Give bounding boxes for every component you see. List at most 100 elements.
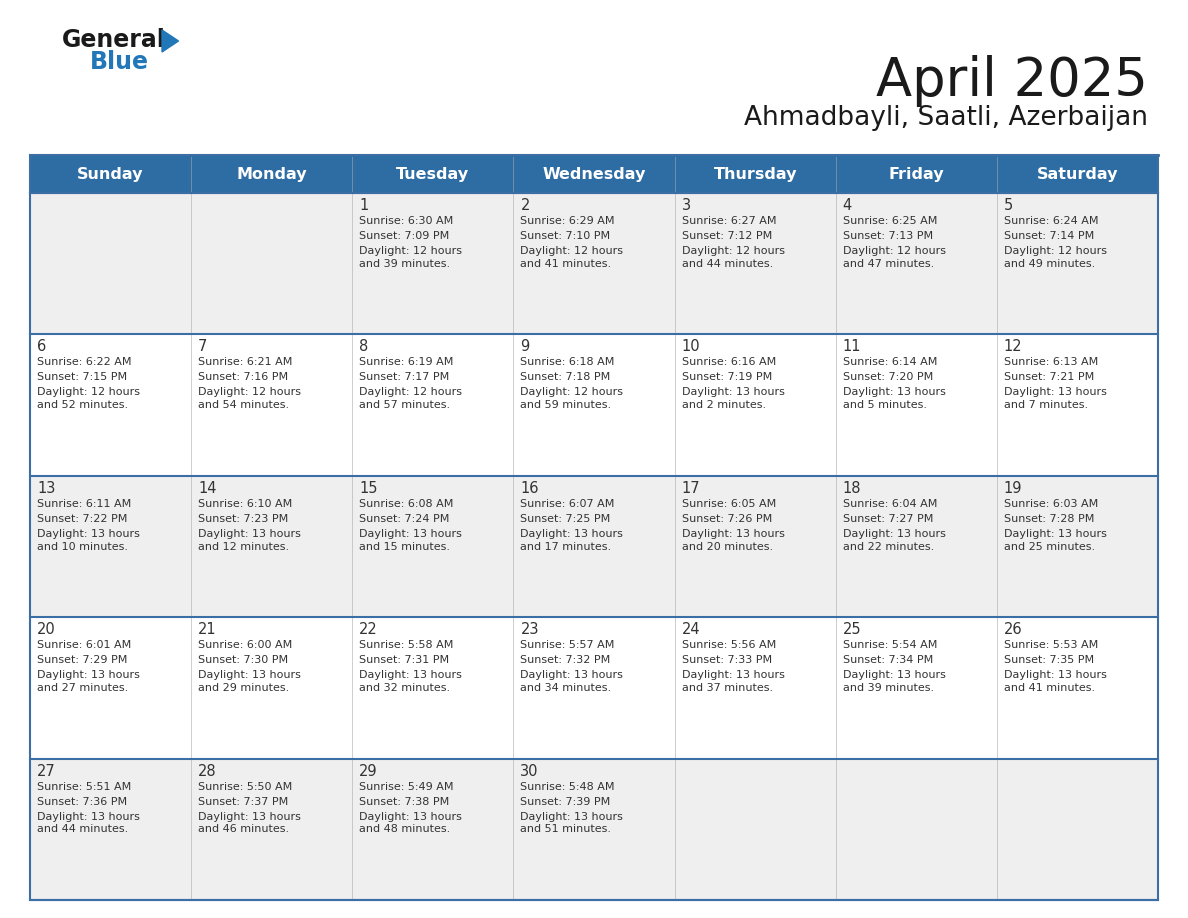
Text: Daylight: 13 hours
and 5 minutes.: Daylight: 13 hours and 5 minutes. [842,387,946,410]
Text: Sunrise: 5:57 AM: Sunrise: 5:57 AM [520,640,615,650]
Text: Sunrise: 6:22 AM: Sunrise: 6:22 AM [37,357,132,367]
Text: Sunset: 7:31 PM: Sunset: 7:31 PM [359,655,449,666]
Text: Daylight: 13 hours
and 39 minutes.: Daylight: 13 hours and 39 minutes. [842,670,946,693]
Text: Sunset: 7:20 PM: Sunset: 7:20 PM [842,373,933,383]
Text: Sunset: 7:17 PM: Sunset: 7:17 PM [359,373,449,383]
Text: Wednesday: Wednesday [542,166,646,182]
Text: Daylight: 13 hours
and 20 minutes.: Daylight: 13 hours and 20 minutes. [682,529,784,552]
Text: 7: 7 [198,340,208,354]
Text: Friday: Friday [889,166,944,182]
Text: Sunset: 7:36 PM: Sunset: 7:36 PM [37,797,127,807]
Text: Sunset: 7:24 PM: Sunset: 7:24 PM [359,514,450,524]
Text: Sunrise: 6:24 AM: Sunrise: 6:24 AM [1004,216,1099,226]
Text: 18: 18 [842,481,861,496]
Text: Sunset: 7:23 PM: Sunset: 7:23 PM [198,514,289,524]
Text: 2: 2 [520,198,530,213]
Text: Daylight: 12 hours
and 52 minutes.: Daylight: 12 hours and 52 minutes. [37,387,140,410]
Bar [30,155,1158,900]
Text: Daylight: 13 hours
and 37 minutes.: Daylight: 13 hours and 37 minutes. [682,670,784,693]
Bar [30,617,1158,758]
Text: Sunrise: 5:48 AM: Sunrise: 5:48 AM [520,781,615,791]
Text: 28: 28 [198,764,216,778]
Text: Tuesday: Tuesday [397,166,469,182]
Text: Sunrise: 6:27 AM: Sunrise: 6:27 AM [682,216,776,226]
Text: 1: 1 [359,198,368,213]
Text: Daylight: 13 hours
and 32 minutes.: Daylight: 13 hours and 32 minutes. [359,670,462,693]
Text: Sunrise: 6:30 AM: Sunrise: 6:30 AM [359,216,454,226]
Text: Sunset: 7:19 PM: Sunset: 7:19 PM [682,373,772,383]
Text: 25: 25 [842,622,861,637]
Bar [30,193,1158,334]
Text: Sunset: 7:37 PM: Sunset: 7:37 PM [198,797,289,807]
Text: Sunrise: 6:04 AM: Sunrise: 6:04 AM [842,498,937,509]
Text: Sunrise: 6:25 AM: Sunrise: 6:25 AM [842,216,937,226]
Text: Sunset: 7:26 PM: Sunset: 7:26 PM [682,514,772,524]
Text: Sunrise: 5:54 AM: Sunrise: 5:54 AM [842,640,937,650]
Text: 22: 22 [359,622,378,637]
Text: Sunrise: 6:07 AM: Sunrise: 6:07 AM [520,498,615,509]
Text: Sunset: 7:28 PM: Sunset: 7:28 PM [1004,514,1094,524]
Text: General: General [62,28,166,52]
Text: Daylight: 12 hours
and 57 minutes.: Daylight: 12 hours and 57 minutes. [359,387,462,410]
Text: Sunrise: 6:13 AM: Sunrise: 6:13 AM [1004,357,1098,367]
Text: Sunrise: 5:56 AM: Sunrise: 5:56 AM [682,640,776,650]
Text: 23: 23 [520,622,539,637]
Text: Ahmadbayli, Saatli, Azerbaijan: Ahmadbayli, Saatli, Azerbaijan [744,105,1148,131]
Text: April 2025: April 2025 [876,55,1148,107]
Text: Sunset: 7:25 PM: Sunset: 7:25 PM [520,514,611,524]
Text: Daylight: 13 hours
and 17 minutes.: Daylight: 13 hours and 17 minutes. [520,529,624,552]
Text: 27: 27 [37,764,56,778]
Text: Daylight: 12 hours
and 44 minutes.: Daylight: 12 hours and 44 minutes. [682,246,784,269]
Text: Sunrise: 6:01 AM: Sunrise: 6:01 AM [37,640,131,650]
Text: 29: 29 [359,764,378,778]
Text: 20: 20 [37,622,56,637]
Text: Sunrise: 5:51 AM: Sunrise: 5:51 AM [37,781,131,791]
Text: Sunrise: 6:03 AM: Sunrise: 6:03 AM [1004,498,1098,509]
Text: Sunset: 7:09 PM: Sunset: 7:09 PM [359,231,449,241]
Text: 13: 13 [37,481,56,496]
Text: Daylight: 12 hours
and 49 minutes.: Daylight: 12 hours and 49 minutes. [1004,246,1107,269]
Text: Sunrise: 6:21 AM: Sunrise: 6:21 AM [198,357,292,367]
Text: Daylight: 13 hours
and 2 minutes.: Daylight: 13 hours and 2 minutes. [682,387,784,410]
Text: Daylight: 13 hours
and 7 minutes.: Daylight: 13 hours and 7 minutes. [1004,387,1107,410]
Text: Saturday: Saturday [1037,166,1118,182]
Text: Sunrise: 6:14 AM: Sunrise: 6:14 AM [842,357,937,367]
Bar [30,155,1158,193]
Text: Sunset: 7:30 PM: Sunset: 7:30 PM [198,655,289,666]
Text: 19: 19 [1004,481,1023,496]
Text: Sunrise: 6:11 AM: Sunrise: 6:11 AM [37,498,131,509]
Text: Sunset: 7:27 PM: Sunset: 7:27 PM [842,514,933,524]
Text: Thursday: Thursday [713,166,797,182]
Text: Daylight: 13 hours
and 27 minutes.: Daylight: 13 hours and 27 minutes. [37,670,140,693]
Text: Sunset: 7:22 PM: Sunset: 7:22 PM [37,514,127,524]
Text: 8: 8 [359,340,368,354]
Text: 3: 3 [682,198,690,213]
Text: Sunset: 7:15 PM: Sunset: 7:15 PM [37,373,127,383]
Bar [30,334,1158,476]
Text: Daylight: 13 hours
and 44 minutes.: Daylight: 13 hours and 44 minutes. [37,812,140,834]
Text: Daylight: 13 hours
and 10 minutes.: Daylight: 13 hours and 10 minutes. [37,529,140,552]
Text: 10: 10 [682,340,700,354]
Text: Sunset: 7:10 PM: Sunset: 7:10 PM [520,231,611,241]
Text: Sunset: 7:33 PM: Sunset: 7:33 PM [682,655,772,666]
Text: Sunset: 7:32 PM: Sunset: 7:32 PM [520,655,611,666]
Text: Sunrise: 5:50 AM: Sunrise: 5:50 AM [198,781,292,791]
Text: Sunrise: 6:05 AM: Sunrise: 6:05 AM [682,498,776,509]
Text: Sunset: 7:14 PM: Sunset: 7:14 PM [1004,231,1094,241]
Text: 21: 21 [198,622,216,637]
Text: 9: 9 [520,340,530,354]
Text: Sunrise: 5:58 AM: Sunrise: 5:58 AM [359,640,454,650]
Text: Sunset: 7:18 PM: Sunset: 7:18 PM [520,373,611,383]
Text: 6: 6 [37,340,46,354]
Text: Daylight: 13 hours
and 51 minutes.: Daylight: 13 hours and 51 minutes. [520,812,624,834]
Text: Daylight: 13 hours
and 46 minutes.: Daylight: 13 hours and 46 minutes. [198,812,301,834]
Bar [30,758,1158,900]
Text: Sunrise: 6:00 AM: Sunrise: 6:00 AM [198,640,292,650]
Text: Sunset: 7:34 PM: Sunset: 7:34 PM [842,655,933,666]
Text: 5: 5 [1004,198,1013,213]
Text: Sunday: Sunday [77,166,144,182]
Text: Sunset: 7:35 PM: Sunset: 7:35 PM [1004,655,1094,666]
Text: Sunrise: 6:18 AM: Sunrise: 6:18 AM [520,357,615,367]
Text: Sunset: 7:12 PM: Sunset: 7:12 PM [682,231,772,241]
Text: Daylight: 13 hours
and 34 minutes.: Daylight: 13 hours and 34 minutes. [520,670,624,693]
